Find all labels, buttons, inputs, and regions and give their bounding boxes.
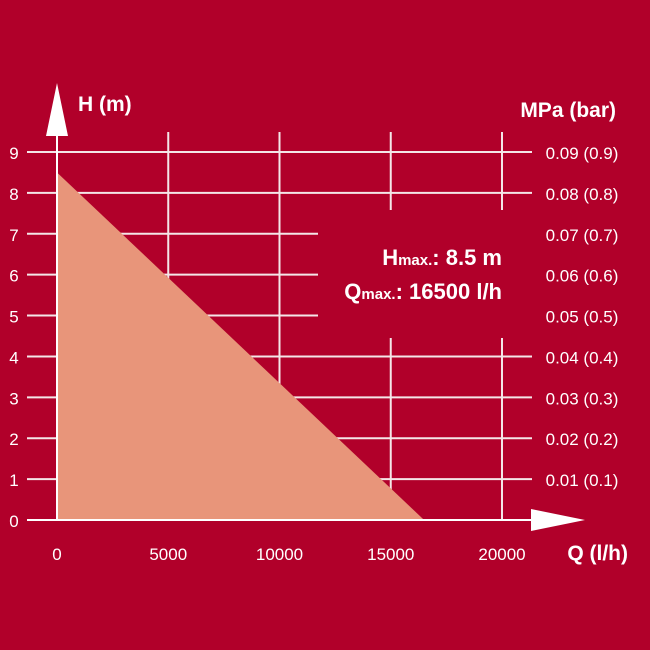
y2-tick-label: 0.07 (0.7) (546, 226, 619, 245)
y2-tick-label: 0.09 (0.9) (546, 144, 619, 163)
x-tick-label: 0 (52, 545, 61, 564)
annotation-qmax: Qmax.: 16500 l/h (344, 279, 502, 304)
y2-tick-label: 0.04 (0.4) (546, 348, 619, 367)
x-tick-label: 10000 (256, 545, 303, 564)
y-axis-label: H (m) (78, 93, 132, 116)
tick-labels: 0 1 0.01 (0.1) 2 0.02 (0.2) 3 0.03 (0.3) 4 0.04 … (9, 144, 618, 564)
y-tick-label: 9 (9, 144, 18, 163)
y-tick-label: 8 (9, 185, 18, 204)
y2-tick-label: 0.03 (0.3) (546, 389, 619, 408)
y-tick-label: 7 (9, 226, 18, 245)
y2-tick-label: 0.06 (0.6) (546, 267, 619, 286)
x-axis-arrow (531, 509, 585, 531)
y-tick-label: 4 (9, 348, 18, 367)
y2-axis-label: MPa (bar) (520, 99, 616, 122)
y-tick-label: 6 (9, 267, 18, 286)
y-axis-arrow (46, 83, 68, 136)
y-tick-label: 0 (9, 512, 18, 531)
y2-tick-label: 0.01 (0.1) (546, 471, 619, 490)
y2-tick-label: 0.08 (0.8) (546, 185, 619, 204)
x-tick-label: 5000 (149, 545, 187, 564)
y-tick-label: 3 (9, 389, 18, 408)
axes (27, 83, 585, 531)
y-tick-label: 1 (9, 471, 18, 490)
x-axis-label: Q (l/h) (567, 542, 628, 565)
x-tick-label: 15000 (367, 545, 414, 564)
annotation-hmax: Hmax.: 8.5 m (382, 245, 502, 270)
y2-tick-label: 0.05 (0.5) (546, 308, 619, 327)
y2-tick-label: 0.02 (0.2) (546, 430, 619, 449)
y-tick-label: 5 (9, 308, 18, 327)
x-tick-label: 20000 (478, 545, 525, 564)
performance-area (57, 172, 425, 520)
y-tick-label: 2 (9, 430, 18, 449)
